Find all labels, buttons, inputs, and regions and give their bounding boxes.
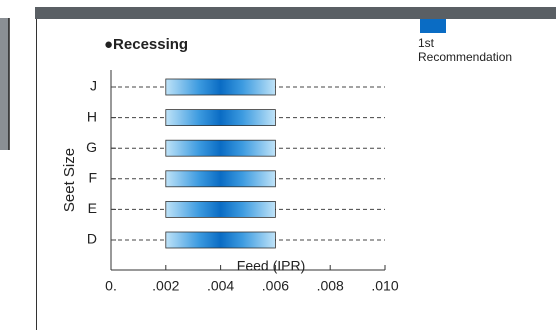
range-bar [165, 170, 276, 188]
x-axis-label: Feed (IPR) [237, 258, 305, 274]
y-tick-label: G [86, 139, 97, 155]
y-tick-label: H [87, 108, 97, 124]
range-bar [165, 78, 276, 96]
x-tick-label: 0. [105, 278, 117, 294]
range-bar [165, 231, 276, 249]
x-tick-label: .006 [262, 278, 289, 294]
y-axis-label: Seet Size [61, 148, 78, 212]
chart-title: ●Recessing [104, 36, 188, 53]
range-bar [165, 109, 276, 126]
header-bar [35, 7, 556, 19]
x-tick-label: .008 [317, 278, 344, 294]
legend-label: 1st Recommendation [418, 36, 513, 64]
y-tick-label: D [87, 231, 97, 247]
y-tick-label: J [90, 78, 97, 94]
range-bar [165, 139, 276, 157]
legend-swatch [420, 19, 446, 33]
range-bar [165, 200, 276, 218]
x-tick-label: .002 [152, 278, 179, 294]
y-tick-label: F [88, 170, 97, 186]
x-tick-label: .004 [207, 278, 234, 294]
y-tick-label: E [88, 200, 97, 216]
image-fragment [0, 18, 9, 150]
x-tick-label: .010 [371, 278, 398, 294]
